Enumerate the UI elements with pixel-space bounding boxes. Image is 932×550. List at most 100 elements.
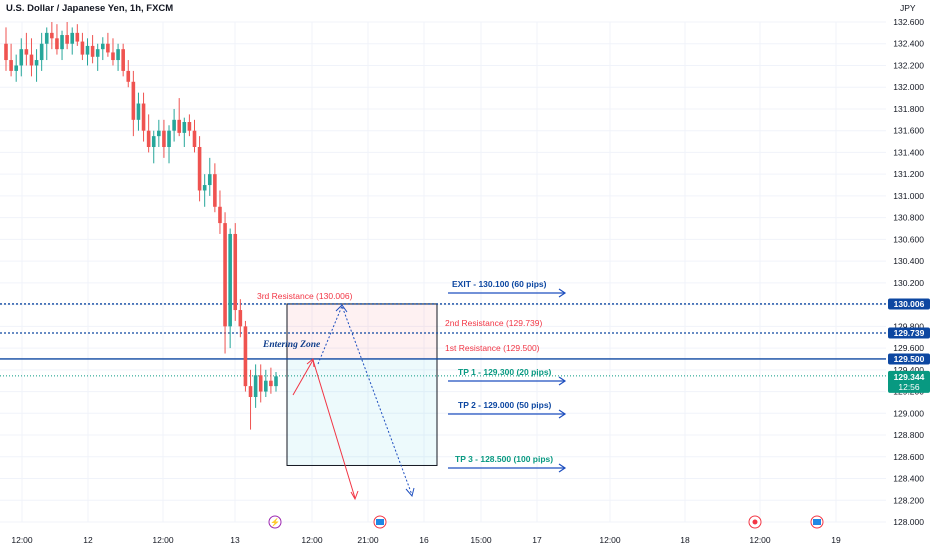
target-zone [287,358,437,466]
y-tick-label: 132.600 [893,17,924,27]
resistance-label: 2nd Resistance (129.739) [445,318,543,328]
trade-zones [286,303,438,466]
candle-body [70,32,75,44]
y-tick-label: 132.200 [893,60,924,70]
candle-body [85,45,90,55]
target-label: TP 3 - 128.500 (100 pips) [455,454,553,464]
event-lightning-icon [268,515,282,529]
entering-zone-label: Entering Zone [262,340,321,350]
y-tick-label: 131.000 [893,191,924,201]
candle-body [172,119,176,131]
target-label: TP 2 - 129.000 (50 pips) [458,400,552,410]
time-axis[interactable]: 12:00 12 12:00 13 12:00 21:00 16 15:00 17 12:00 18… [11,515,841,545]
target-label: TP 1 - 129.300 (20 pips) [458,367,552,377]
candle-body [141,103,146,131]
candle-body [34,60,39,66]
y-tick-label: 129.800 [893,321,924,331]
candle-body [213,174,217,207]
arrowhead [350,490,359,501]
candle-body [192,130,197,147]
forecast-arrows [292,304,415,501]
x-tick-label: 21:00 [357,535,379,545]
candle-body [218,206,222,224]
price-tag-label: 129.739 [894,328,925,338]
arrowhead [558,288,567,298]
y-tick-label: 129.600 [893,343,924,353]
arrowhead [558,409,567,419]
y-tick-label: 129.400 [893,365,924,375]
price-tag [888,298,930,310]
candle-body [95,49,100,57]
candle-body [162,130,166,147]
candle-body [14,65,18,71]
arrowhead [558,376,567,386]
candle-body [264,380,268,392]
candle-body [100,43,105,50]
candle-body [248,386,253,397]
record-icon [752,519,758,525]
candle-body [121,49,125,71]
candle-body [182,122,187,133]
arrowhead [558,463,567,473]
candle-body [233,233,238,311]
arrowhead [335,304,348,313]
candle-body [258,375,263,392]
candle-body [60,35,64,50]
candle-body [50,32,54,39]
candle-body [116,49,120,61]
candle-body [151,136,156,147]
flag-icon [376,519,384,525]
resistance-zone [287,303,437,359]
y-tick-label: 129.000 [893,408,924,418]
countdown-label: 12:56 [898,382,920,392]
y-tick-label: 130.400 [893,256,924,266]
target-label: EXIT - 130.100 (60 pips) [452,279,547,289]
candle-body [44,32,49,44]
y-tick-label: 128.800 [893,430,924,440]
y-tick-label: 128.000 [893,517,924,527]
candle-body [9,60,13,71]
x-tick-label: 12:00 [749,535,771,545]
price-tag-label: 129.500 [894,354,925,364]
candlestick-series [4,22,278,430]
y-tick-label: 128.400 [893,474,924,484]
y-tick-label: 131.200 [893,169,924,179]
y-tick-label: 130.800 [893,213,924,223]
candle-body [19,49,24,66]
candle-body [106,43,110,53]
y-tick-label: 132.000 [893,82,924,92]
candle-body [177,119,182,133]
chart-title: U.S. Dollar / Japanese Yen, 1h, FXCM [6,3,174,14]
level-lines [0,303,886,377]
candle-body [65,35,69,44]
candle-body [253,375,258,397]
x-tick-label: 16 [419,535,429,545]
candle-body [274,376,278,387]
arrowhead [405,487,415,498]
current-price-label: 129.344 [894,372,925,382]
price-axis[interactable]: 132.600 132.400 132.200 132.000 131.800 131.6… [893,3,924,527]
candle-body [197,147,202,191]
current-price-tag [888,370,930,393]
candle-body [24,49,29,55]
candle-body [4,43,8,61]
candle-body [228,233,232,327]
x-tick-label: 12:00 [599,535,621,545]
resistance-label: 1st Resistance (129.500) [445,343,540,353]
price-tag [888,353,930,365]
candle-body [223,223,227,327]
candle-body [111,52,115,61]
x-tick-label: 13 [230,535,240,545]
candle-body [167,130,171,147]
level-labels: Entering Zone EXIT - 130.100 (60 pips) 3rd… [257,279,567,473]
candle-body [136,103,141,120]
price-tag [888,327,930,339]
candle-body [238,310,243,327]
candle-body [126,70,131,82]
y-tick-label: 130.600 [893,234,924,244]
forecast-path-dashed [317,304,413,496]
currency-label: JPY [900,3,916,13]
candle-body [80,41,85,55]
